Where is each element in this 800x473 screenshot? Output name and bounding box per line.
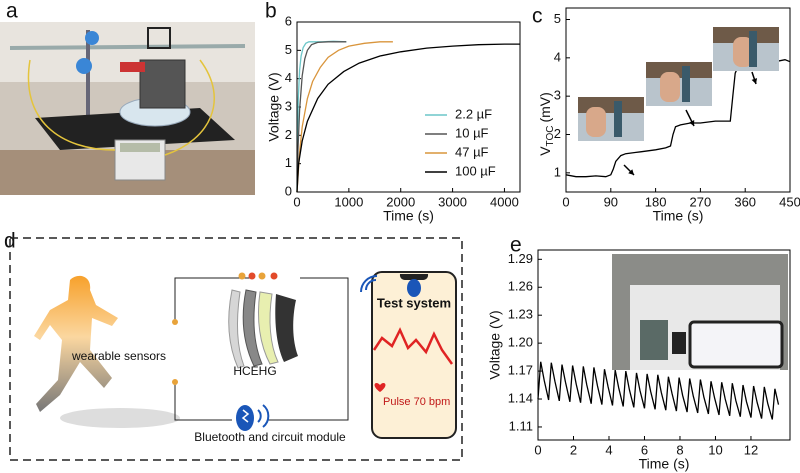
photo-a	[0, 22, 255, 195]
y-tick-label: 1.14	[508, 390, 533, 405]
x-axis-label: Time (s)	[383, 208, 434, 224]
inset-photo-device	[614, 101, 622, 137]
diagram-label: Bluetooth and circuit module	[194, 430, 346, 444]
x-tick-label: 2	[570, 442, 577, 457]
x-tick-label: 0	[293, 194, 300, 209]
inset-photo-hand	[586, 107, 606, 137]
y-tick-label: 1.17	[508, 363, 533, 378]
inset-photo-phone	[688, 320, 784, 369]
legend-label: 2.2 µF	[455, 106, 492, 121]
inset-photo-hand	[660, 72, 680, 102]
diagram-label: HCEHG	[233, 364, 276, 378]
y-axis-label: Voltage (V)	[266, 72, 282, 141]
x-tick-label: 450	[779, 194, 800, 209]
y-label-unit: (mV)	[537, 92, 553, 122]
x-tick-label: 90	[604, 194, 618, 209]
inset-photo-bg	[646, 62, 712, 78]
y-tick-label: 1.26	[508, 279, 533, 294]
x-tick-label: 4000	[490, 194, 519, 209]
x-tick-label: 360	[734, 194, 756, 209]
panel-label: a	[6, 0, 18, 23]
y-tick-label: 1.20	[508, 335, 533, 350]
y-tick-label: 3	[554, 88, 561, 103]
x-tick-label: 6	[641, 442, 648, 457]
legend-label: 100 µF	[455, 163, 496, 178]
data-line	[537, 361, 780, 420]
panel-label: b	[265, 0, 277, 23]
legend-label: 10 µF	[455, 125, 489, 140]
plot-frame	[296, 21, 521, 193]
y-tick-label: 5	[285, 42, 292, 57]
panel-label: c	[532, 5, 543, 28]
data-line	[296, 41, 393, 193]
y-tick-label: 3	[285, 98, 292, 113]
y-axis-label: VTOC (mV)	[537, 92, 556, 156]
y-label-sub: TOC	[545, 126, 556, 147]
y-tick-label: 5	[554, 11, 561, 26]
inset-photo-device	[749, 31, 757, 67]
y-tick-label: 0	[285, 183, 292, 198]
inset-photo-hand	[733, 37, 753, 67]
x-tick-label: 270	[690, 194, 712, 209]
x-tick-label: 180	[645, 194, 667, 209]
diagram-label: Pulse 70 bpm	[383, 396, 450, 408]
x-tick-label: 0	[562, 194, 569, 209]
diagram-label: wearable sensors	[71, 349, 166, 363]
panel-label: e	[510, 234, 522, 257]
y-tick-label: 4	[285, 70, 292, 85]
x-tick-label: 0	[534, 442, 541, 457]
x-tick-label: 4	[605, 442, 612, 457]
arrow-head	[751, 78, 758, 84]
x-tick-label: 12	[744, 442, 758, 457]
y-tick-label: 2	[285, 127, 292, 142]
inset-photo-device	[640, 320, 668, 360]
diagram-label: Test system	[377, 295, 451, 310]
data-line	[296, 43, 520, 193]
x-tick-label: 10	[708, 442, 722, 457]
diagram-d	[9, 237, 463, 461]
y-tick-label: 2	[554, 126, 561, 141]
x-axis-label: Time (s)	[639, 456, 690, 472]
arrow-head	[689, 120, 695, 126]
x-tick-label: 3000	[438, 194, 467, 209]
inset-photo-bg	[713, 27, 779, 43]
y-tick-label: 1.29	[508, 251, 533, 266]
y-tick-label: 4	[554, 49, 561, 64]
legend-label: 47 µF	[455, 144, 489, 159]
y-tick-label: 1.11	[509, 418, 533, 433]
y-tick-label: 1.23	[508, 307, 533, 322]
x-tick-label: 8	[676, 442, 683, 457]
inset-photo-device	[682, 66, 690, 102]
y-label-main: V	[537, 146, 553, 156]
data-line	[296, 41, 347, 193]
inset-photo-module	[672, 332, 686, 354]
x-tick-label: 1000	[334, 194, 363, 209]
y-axis-label: Voltage (V)	[487, 310, 503, 379]
x-tick-label: 2000	[386, 194, 415, 209]
arrow-head	[628, 169, 634, 175]
y-tick-label: 1	[285, 155, 292, 170]
y-tick-label: 1	[554, 164, 561, 179]
y-tick-label: 6	[285, 13, 292, 28]
x-axis-label: Time (s)	[653, 208, 704, 224]
plot-frame	[565, 7, 791, 193]
plot-frame	[537, 249, 791, 441]
